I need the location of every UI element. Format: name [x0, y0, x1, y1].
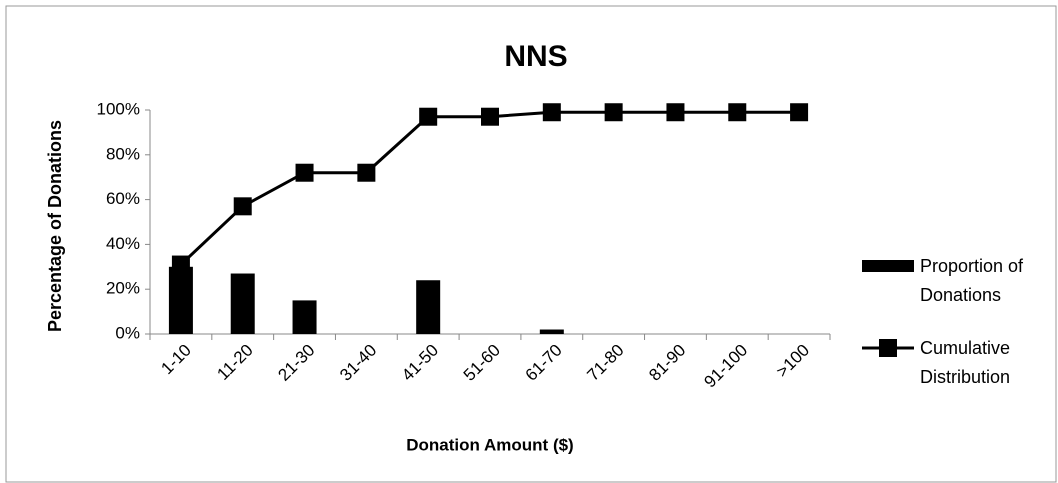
y-tick-label: 80% — [106, 144, 140, 163]
marker — [790, 103, 809, 122]
x-tick-label: 41-50 — [398, 341, 442, 385]
x-axis-label: Donation Amount ($) — [406, 435, 573, 454]
x-tick-label: >100 — [773, 341, 814, 382]
legend-label: Cumulative Distribution — [920, 338, 1011, 387]
x-tick-label: 71-80 — [583, 341, 627, 385]
marker — [295, 163, 314, 182]
x-tick-label: 1-10 — [157, 341, 194, 378]
bar — [292, 300, 317, 334]
x-tick-label: 31-40 — [336, 341, 380, 385]
y-tick-label: 20% — [106, 279, 140, 298]
bar — [230, 273, 255, 334]
chart-frame — [5, 5, 1057, 483]
legend-swatch — [862, 260, 914, 272]
y-tick-label: 100% — [97, 99, 140, 118]
x-tick-label: 11-20 — [213, 341, 256, 384]
marker — [728, 103, 747, 122]
x-tick-label: 81-90 — [645, 341, 689, 385]
bar — [416, 280, 441, 334]
marker — [666, 103, 685, 122]
x-tick-label: 51-60 — [460, 341, 504, 385]
marker — [233, 197, 252, 216]
marker — [542, 103, 561, 122]
legend-swatch — [879, 339, 897, 357]
x-tick-label: 91-100 — [700, 341, 751, 392]
y-tick-label: 60% — [106, 189, 140, 208]
y-axis-label: Percentage of Donations — [45, 120, 65, 332]
chart-title: NNS — [504, 40, 567, 73]
bar — [539, 329, 564, 334]
bar — [168, 266, 193, 334]
y-tick-label: 0% — [115, 323, 140, 342]
x-tick-label: 21-30 — [274, 341, 318, 385]
y-tick-label: 40% — [106, 234, 140, 253]
marker — [171, 255, 190, 274]
marker — [419, 107, 438, 126]
line — [179, 110, 800, 266]
marker — [604, 103, 623, 122]
marker — [357, 163, 376, 182]
marker — [481, 107, 499, 126]
legend-label: Proportion of Donations — [920, 256, 1024, 305]
x-tick-label: 61-70 — [522, 341, 566, 385]
